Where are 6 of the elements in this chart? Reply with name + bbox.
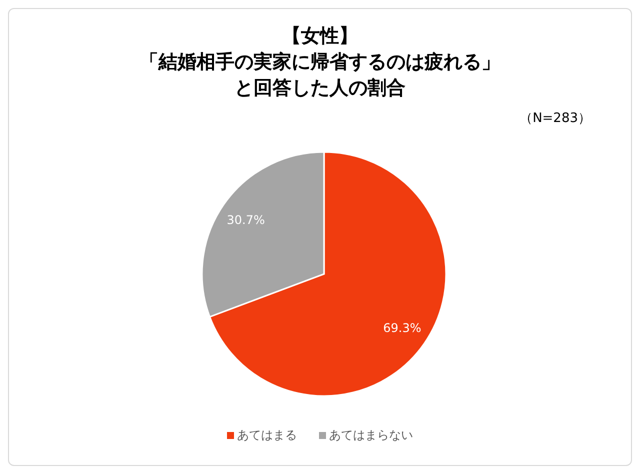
- legend-label: あてはまる: [237, 427, 297, 444]
- data-label: 69.3%: [383, 321, 422, 336]
- data-label: 30.7%: [226, 212, 265, 227]
- legend-label: あてはまらない: [329, 427, 413, 444]
- text: （N=283）: [520, 110, 591, 127]
- chart-title: 【女性】「結婚相手の実家に帰省するのは疲れる」と回答した人の割合: [138, 24, 502, 101]
